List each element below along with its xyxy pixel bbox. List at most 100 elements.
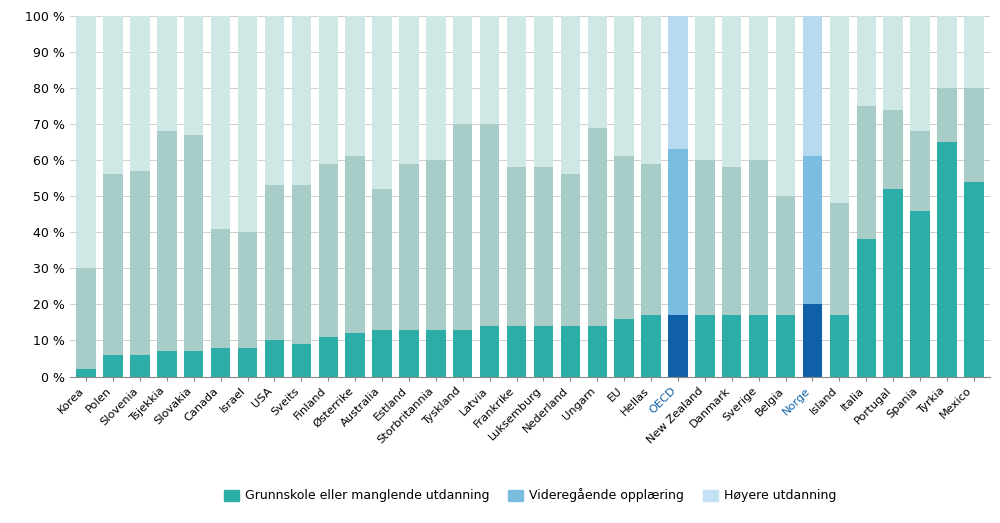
Bar	[76, 268, 96, 369]
Bar	[668, 315, 688, 377]
Bar	[722, 16, 741, 167]
Bar	[964, 181, 984, 377]
Bar	[453, 16, 472, 124]
Bar	[803, 156, 822, 304]
Bar	[641, 16, 661, 164]
Bar	[292, 16, 311, 185]
Bar	[722, 167, 741, 315]
Bar	[749, 16, 768, 160]
Bar	[937, 142, 957, 377]
Bar	[319, 337, 338, 377]
Bar	[641, 164, 661, 315]
Bar	[857, 16, 876, 106]
Bar	[184, 351, 203, 377]
Bar	[910, 211, 930, 377]
Bar	[857, 240, 876, 377]
Bar	[265, 185, 284, 340]
Bar	[211, 229, 230, 348]
Bar	[507, 326, 526, 377]
Bar	[614, 16, 634, 156]
Bar	[265, 340, 284, 377]
Bar	[480, 124, 499, 326]
Bar	[211, 16, 230, 229]
Bar	[614, 319, 634, 377]
Bar	[130, 171, 150, 355]
Bar	[614, 156, 634, 319]
Bar	[803, 16, 822, 156]
Bar	[776, 315, 795, 377]
Bar	[534, 167, 553, 326]
Bar	[372, 189, 392, 329]
Bar	[372, 16, 392, 189]
Bar	[103, 16, 123, 175]
Bar	[588, 16, 607, 128]
Bar	[561, 175, 580, 326]
Bar	[426, 160, 446, 329]
Bar	[749, 315, 768, 377]
Bar	[480, 326, 499, 377]
Bar	[776, 16, 795, 196]
Bar	[319, 164, 338, 337]
Bar	[238, 232, 257, 348]
Bar	[910, 131, 930, 211]
Bar	[695, 160, 715, 315]
Bar	[426, 329, 446, 377]
Bar	[883, 16, 903, 109]
Bar	[830, 203, 849, 315]
Bar	[319, 16, 338, 164]
Bar	[76, 16, 96, 268]
Bar	[76, 369, 96, 377]
Bar	[883, 109, 903, 189]
Bar	[561, 16, 580, 175]
Bar	[561, 326, 580, 377]
Bar	[345, 333, 365, 377]
Bar	[426, 16, 446, 160]
Bar	[292, 344, 311, 377]
Bar	[507, 167, 526, 326]
Bar	[345, 16, 365, 156]
Bar	[830, 16, 849, 203]
Bar	[776, 196, 795, 315]
Bar	[641, 315, 661, 377]
Bar	[130, 355, 150, 377]
Bar	[211, 348, 230, 377]
Bar	[184, 135, 203, 351]
Bar	[157, 351, 177, 377]
Bar	[830, 315, 849, 377]
Bar	[103, 175, 123, 355]
Bar	[937, 16, 957, 88]
Bar	[964, 88, 984, 181]
Bar	[130, 16, 150, 171]
Bar	[372, 329, 392, 377]
Bar	[803, 304, 822, 377]
Bar	[184, 16, 203, 135]
Bar	[265, 16, 284, 185]
Bar	[345, 156, 365, 333]
Bar	[668, 149, 688, 315]
Bar	[399, 16, 419, 164]
Bar	[937, 88, 957, 142]
Bar	[695, 315, 715, 377]
Bar	[588, 128, 607, 326]
Bar	[695, 16, 715, 160]
Bar	[964, 16, 984, 88]
Bar	[453, 329, 472, 377]
Bar	[103, 355, 123, 377]
Legend: Grunnskole eller manglende utdanning, Videregående opplæring, Høyere utdanning: Grunnskole eller manglende utdanning, Vi…	[218, 483, 842, 507]
Bar	[399, 164, 419, 329]
Bar	[910, 16, 930, 131]
Bar	[722, 315, 741, 377]
Bar	[668, 16, 688, 149]
Bar	[453, 124, 472, 329]
Bar	[534, 16, 553, 167]
Bar	[157, 131, 177, 351]
Bar	[507, 16, 526, 167]
Bar	[292, 185, 311, 344]
Bar	[238, 348, 257, 377]
Bar	[883, 189, 903, 377]
Bar	[749, 160, 768, 315]
Bar	[480, 16, 499, 124]
Bar	[588, 326, 607, 377]
Bar	[534, 326, 553, 377]
Bar	[399, 329, 419, 377]
